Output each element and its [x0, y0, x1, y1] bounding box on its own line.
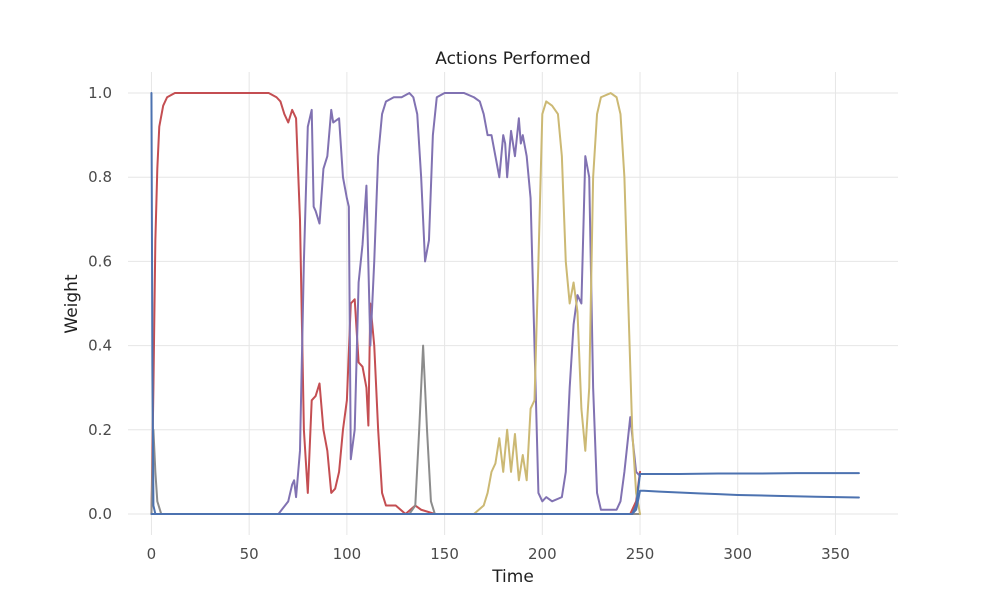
x-tick-label: 250	[626, 545, 655, 563]
y-axis-label: Weight	[62, 274, 82, 334]
series-line-4	[150, 92, 642, 515]
y-tick-label: 0.8	[88, 168, 112, 186]
series-line-3	[150, 344, 642, 515]
grid	[128, 72, 898, 535]
x-tick-label: 350	[821, 545, 850, 563]
x-tick-label: 0	[147, 545, 157, 563]
y-tick-label: 1.0	[88, 84, 112, 102]
x-tick-label: 150	[430, 545, 459, 563]
x-axis-label: Time	[491, 567, 534, 587]
series-line-2	[150, 92, 642, 515]
series-lines	[150, 92, 860, 515]
x-tick-label: 300	[723, 545, 752, 563]
x-tick-label: 200	[528, 545, 557, 563]
y-tick-label: 0.0	[88, 505, 112, 523]
chart-title: Actions Performed	[435, 49, 590, 69]
y-tick-label: 0.4	[88, 337, 112, 355]
y-tick-label: 0.2	[88, 421, 112, 439]
series-line-1	[150, 92, 642, 515]
x-tick-label: 50	[240, 545, 259, 563]
tick-labels: 0 50 100 150 200 250 300 350 0.0 0.2 0.4 0.6 0.8 1.0	[88, 84, 850, 563]
y-tick-label: 0.6	[88, 252, 112, 270]
series-line-5	[150, 92, 860, 515]
series-line-6	[150, 472, 860, 515]
x-tick-label: 100	[333, 545, 362, 563]
